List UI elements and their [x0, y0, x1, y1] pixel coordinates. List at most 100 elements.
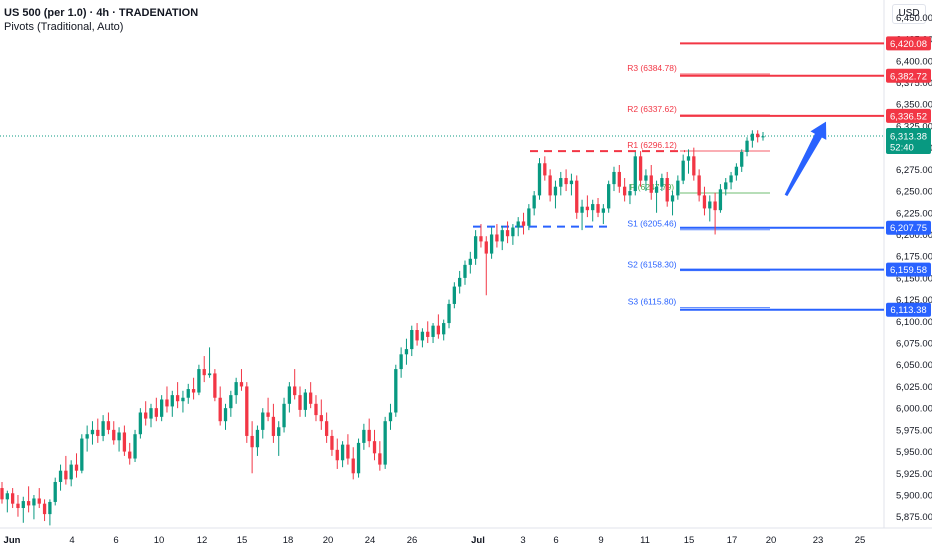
pivot-label: S3 (6115.80) [628, 297, 677, 307]
candle-body [527, 208, 531, 226]
x-tick-label: 4 [69, 535, 74, 546]
candle-body [0, 488, 4, 500]
candle-body [298, 395, 302, 410]
candle-body [26, 501, 31, 506]
candle-body [74, 464, 79, 471]
candle-body [90, 429, 95, 435]
candle-body [622, 186, 627, 196]
candle-body [293, 386, 297, 396]
x-tick-label: 26 [407, 535, 418, 546]
candle-body [660, 178, 664, 187]
candle-body [154, 408, 158, 417]
candle-body [32, 498, 36, 506]
candle-body [596, 204, 600, 213]
candle-body [718, 189, 723, 211]
candle-body [617, 171, 621, 187]
candle-body [356, 442, 361, 474]
candle-body [133, 434, 137, 459]
candle-body [106, 421, 111, 430]
y-tick-label: 5,900.00 [896, 491, 932, 502]
candle-body [181, 397, 185, 402]
y-tick-label: 6,075.00 [896, 339, 932, 350]
candle-body [277, 427, 281, 436]
y-tick-label: 5,975.00 [896, 425, 932, 436]
candle-body [383, 421, 387, 465]
candle-body [569, 180, 574, 185]
candle-body [585, 206, 590, 211]
x-tick-label: 23 [813, 535, 824, 546]
candle-body [69, 464, 73, 480]
candle-body [761, 136, 765, 138]
countdown-text: 52:40 [890, 143, 914, 154]
x-tick-label: 25 [855, 535, 866, 546]
candle-body [261, 412, 265, 430]
candle-body [101, 421, 105, 436]
y-tick-label: 6,050.00 [896, 360, 932, 371]
pivot-label: S2 (6158.30) [627, 260, 676, 270]
candle-body [543, 163, 547, 176]
candle-body [415, 330, 419, 341]
candle-body [282, 403, 286, 428]
y-tick-label: 6,250.00 [896, 187, 932, 198]
candle-body [346, 444, 350, 459]
candle-body [505, 230, 510, 237]
x-tick-label: 10 [154, 535, 165, 546]
candle-body [122, 432, 127, 452]
candle-body [665, 178, 669, 202]
candle-body [612, 171, 616, 185]
candle-body [724, 182, 728, 190]
pivot-label: S1 (6205.46) [627, 219, 676, 229]
candle-body [473, 236, 478, 259]
candle-body [495, 234, 499, 242]
y-tick-label: 5,925.00 [896, 469, 932, 480]
candle-body [351, 458, 355, 474]
y-tick-label: 6,450.00 [896, 13, 932, 24]
currency-button[interactable]: USD [892, 4, 926, 24]
candle-body [48, 501, 52, 515]
x-tick-label: 15 [237, 535, 248, 546]
candle-body [601, 208, 605, 213]
candle-body [484, 241, 488, 254]
pivot-label: R1 (6296.12) [627, 140, 677, 150]
candle-body [303, 392, 307, 410]
x-tick-label: 18 [283, 535, 294, 546]
candle-body [96, 429, 100, 436]
candle-body [80, 438, 84, 471]
candle-body [692, 156, 696, 176]
y-tick-label: 6,325.00 [896, 121, 932, 132]
candle-body [548, 175, 552, 196]
candle-body [245, 386, 249, 436]
candle-body [654, 186, 659, 193]
x-tick-label: 15 [684, 535, 695, 546]
indicator-label[interactable]: Pivots (Traditional, Auto) [4, 21, 124, 33]
candle-body [644, 175, 648, 181]
candle-body [314, 403, 318, 416]
x-tick-label: 12 [197, 535, 208, 546]
x-tick-label: Jun [4, 535, 21, 546]
candle-body [479, 236, 483, 242]
candle-body [5, 493, 9, 500]
candle-body [218, 397, 222, 422]
y-tick-label: 5,950.00 [896, 447, 932, 458]
candle-body [713, 201, 717, 211]
y-tick-label: 6,025.00 [896, 382, 932, 393]
candle-body [500, 230, 504, 242]
candle-body [458, 277, 462, 287]
x-tick-label: 24 [365, 535, 376, 546]
symbol-title[interactable]: US 500 (per 1.0) · 4h · TRADENATION [4, 7, 199, 19]
price-label-text: 6,420.08 [890, 39, 927, 50]
candle-body [436, 325, 441, 335]
candle-body [708, 201, 712, 209]
candle-body [750, 133, 755, 141]
price-label-text: 6,336.52 [890, 111, 927, 122]
candle-body [607, 184, 611, 209]
candle-body [234, 382, 238, 396]
candle-body [53, 481, 57, 502]
candle-body [463, 264, 467, 278]
candle-body [575, 180, 579, 213]
candle-body [309, 392, 313, 404]
candle-body [207, 373, 212, 376]
x-tick-label: 20 [323, 535, 334, 546]
candle-body [681, 160, 685, 181]
